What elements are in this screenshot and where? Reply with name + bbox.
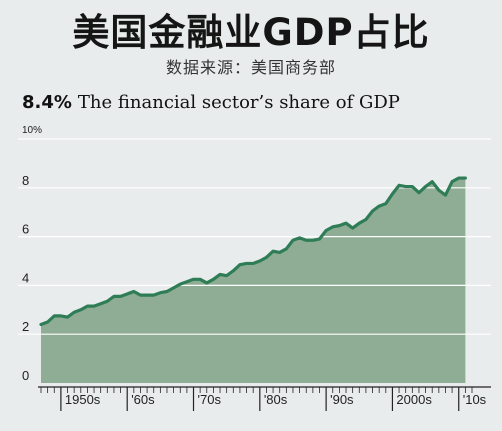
y-tick-label-0: 0 bbox=[22, 368, 29, 383]
headline-text: The financial sector’s share of GDP bbox=[77, 92, 400, 113]
headline: 8.4% The financial sector’s share of GDP bbox=[22, 92, 400, 113]
x-tick-label-1970: '70s bbox=[198, 392, 222, 407]
x-tick-label-2010: '10s bbox=[463, 392, 487, 407]
area-layer bbox=[41, 178, 466, 383]
x-tick-label-2000: 2000s bbox=[396, 392, 432, 407]
headline-value: 8.4% bbox=[22, 92, 72, 113]
y-axis: 0 2 4 6 8 10% bbox=[22, 125, 42, 383]
x-axis: 1950s '60s '70s '80s '90s 2000s '10s bbox=[38, 386, 491, 411]
x-tick-label-1950: 1950s bbox=[65, 392, 101, 407]
y-tick-label-6: 6 bbox=[22, 222, 29, 237]
area-fill bbox=[41, 178, 466, 383]
y-tick-label-8: 8 bbox=[22, 173, 29, 188]
chart-title: 美国金融业GDP占比 bbox=[72, 11, 430, 54]
x-tick-label-1990: '90s bbox=[330, 392, 354, 407]
x-tick-label-1960: '60s bbox=[131, 392, 155, 407]
series-line bbox=[39, 176, 467, 327]
y-tick-label-4: 4 bbox=[22, 270, 29, 285]
x-tick-label-1980: '80s bbox=[264, 392, 288, 407]
chart-subtitle: 数据来源：美国商务部 bbox=[165, 58, 336, 77]
y-tick-label-2: 2 bbox=[22, 319, 29, 334]
line-layer bbox=[39, 176, 467, 327]
y-tick-label-10: 10% bbox=[22, 125, 42, 136]
